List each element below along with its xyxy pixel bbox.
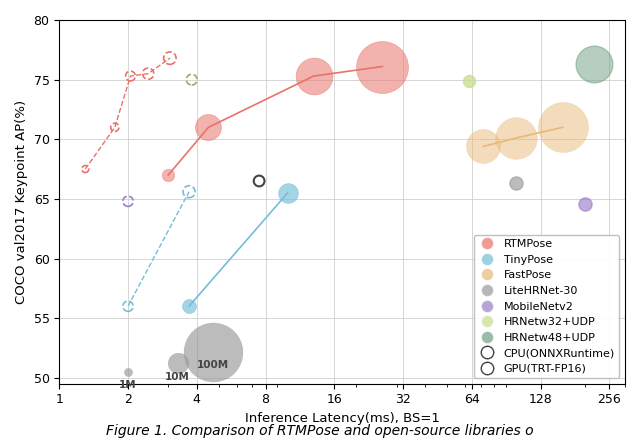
Point bbox=[282, 189, 292, 196]
Point bbox=[204, 124, 214, 131]
Text: 100M: 100M bbox=[196, 360, 229, 370]
Point bbox=[184, 188, 194, 195]
Point bbox=[164, 55, 175, 62]
Text: Figure 1. Comparison of RTMPose and open-source libraries o: Figure 1. Comparison of RTMPose and open… bbox=[106, 424, 534, 438]
X-axis label: Inference Latency(ms), BS=1: Inference Latency(ms), BS=1 bbox=[244, 412, 440, 425]
Text: 10M: 10M bbox=[165, 372, 190, 382]
Point bbox=[184, 303, 194, 310]
Point bbox=[254, 177, 264, 184]
Point bbox=[207, 348, 218, 355]
Point bbox=[163, 172, 173, 179]
Point bbox=[123, 198, 133, 205]
Point bbox=[125, 73, 136, 80]
Point bbox=[143, 70, 153, 77]
Point bbox=[511, 135, 521, 142]
Point bbox=[463, 77, 474, 84]
Legend: RTMPose, TinyPose, FastPose, LiteHRNet-30, MobileNetv2, HRNetw32+UDP, HRNetw48+U: RTMPose, TinyPose, FastPose, LiteHRNet-3… bbox=[474, 235, 620, 378]
Point bbox=[123, 368, 133, 375]
Y-axis label: COCO val2017 Keypoint AP(%): COCO val2017 Keypoint AP(%) bbox=[15, 100, 28, 304]
Point bbox=[187, 76, 197, 83]
Point bbox=[308, 73, 319, 80]
Text: 1M: 1M bbox=[119, 380, 137, 390]
Point bbox=[580, 200, 590, 207]
Point bbox=[123, 303, 133, 310]
Point bbox=[557, 124, 568, 131]
Point bbox=[589, 61, 599, 68]
Point bbox=[109, 124, 120, 131]
Point bbox=[80, 165, 90, 172]
Point bbox=[478, 143, 488, 150]
Point bbox=[378, 63, 388, 70]
Point bbox=[173, 360, 183, 367]
Point bbox=[511, 180, 521, 187]
